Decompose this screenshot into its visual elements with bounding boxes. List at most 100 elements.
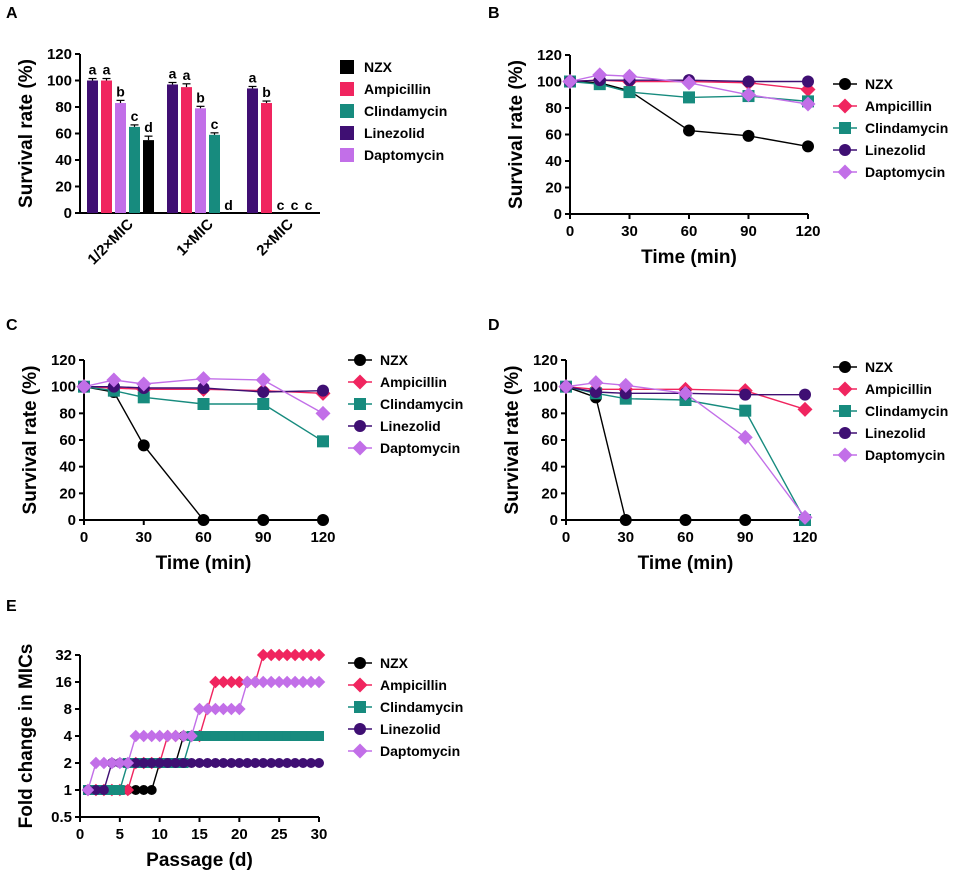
legend-marker: [839, 405, 851, 417]
x-tick-label: 60: [195, 529, 212, 546]
data-point: Daptomycin 20: 8: [233, 702, 246, 716]
data-point: Linezolid 19: 2: [226, 758, 237, 768]
data-point: Daptomycin 21: 16: [241, 675, 254, 689]
x-tick-label: 20: [231, 826, 248, 843]
data-point: Linezolid 29: 2: [306, 758, 317, 768]
legend-marker: [837, 98, 853, 114]
panel-label: C: [6, 317, 18, 334]
bar-clindamycin-1-mic: c: [209, 116, 220, 213]
bar: [261, 103, 272, 213]
data-point: Linezolid 90: 94: [739, 388, 752, 401]
x-tick-label: 15: [191, 826, 208, 843]
significance-letter: c: [291, 197, 299, 213]
significance-letter: c: [277, 197, 285, 213]
data-point: Daptomycin 4: 2: [105, 756, 119, 770]
y-tick-label: 100: [51, 379, 76, 396]
legend-label: NZX: [865, 76, 894, 92]
data-point: Daptomycin 2: 2: [89, 756, 103, 770]
legend-entry-ampicillin: Ampicillin: [833, 381, 932, 397]
data-point: Daptomycin 0: 100: [562, 74, 578, 89]
data-point: Linezolid 8: 2: [138, 758, 149, 768]
data-point: Clindamycin 5: 1: [114, 785, 125, 795]
data-point: Clindamycin 90: 82: [739, 404, 752, 417]
data-point: Linezolid 18: 2: [218, 758, 229, 768]
data-point: Daptomycin 14: 4: [185, 729, 198, 743]
data-point: Linezolid 28: 2: [298, 758, 309, 768]
data-point: Daptomycin 90: 90: [741, 87, 756, 103]
significance-letter: a: [89, 62, 97, 78]
data-point: Linezolid 20: 2: [234, 758, 245, 768]
data-point: Ampicillin 26: 32: [280, 648, 294, 662]
data-point: Linezolid 24: 2: [266, 758, 277, 768]
bar-daptomycin-1-2-mic: b: [115, 83, 126, 213]
data-point: NZX 9: 1: [146, 785, 157, 795]
significance-letter: a: [103, 62, 111, 78]
data-point: Ampicillin 24: 32: [264, 648, 278, 662]
legend-entry-linezolid: Linezolid: [340, 125, 425, 141]
data-point: Linezolid 30: 95: [619, 387, 632, 400]
legend-label: Daptomycin: [364, 147, 444, 163]
bar-ampicillin-1-mic: a: [181, 67, 192, 213]
legend-marker: [837, 447, 853, 463]
legend-label: Daptomycin: [380, 440, 460, 456]
y-tick-label: 20: [545, 180, 562, 197]
y-tick-label: 16: [55, 674, 72, 691]
y-tick-label: 120: [533, 352, 558, 369]
y-tick-label: 40: [541, 459, 558, 476]
data-point: Linezolid 30: 2: [314, 758, 324, 768]
series-line: [565, 385, 806, 521]
data-point: Daptomycin 10: 4: [153, 729, 166, 743]
data-point: Daptomycin 24: 16: [264, 675, 278, 689]
legend-entry-ampicillin: Ampicillin: [348, 677, 447, 693]
y-tick-label: 80: [545, 100, 562, 117]
significance-letter: a: [169, 65, 177, 81]
legend-label: NZX: [364, 59, 393, 75]
y-tick-label: 20: [541, 485, 558, 502]
legend-entry-nzx: NZX: [833, 359, 894, 375]
x-axis-title: Passage (d): [146, 850, 253, 871]
data-point: Daptomycin 30: 101: [618, 377, 634, 393]
legend-entry-linezolid: Linezolid: [348, 418, 441, 434]
series-line: [87, 654, 319, 791]
data-point: Daptomycin 90: 62: [737, 429, 753, 445]
data-point: Clindamycin 27: 4: [290, 731, 301, 741]
legend-marker: [354, 354, 366, 366]
legend-label: Ampicillin: [865, 381, 932, 397]
legend-swatch: [340, 148, 354, 162]
legend-entry-clindamycin: Clindamycin: [348, 396, 463, 412]
data-point: NZX 60: 63: [683, 124, 695, 137]
legend-entry-linezolid: Linezolid: [833, 425, 926, 441]
data-point: Linezolid 3: 1: [98, 785, 109, 795]
data-point: Clindamycin 28: 4: [298, 731, 309, 741]
data-point: Clindamycin 4: 1: [106, 785, 117, 795]
data-point: NZX 90: 0: [257, 514, 270, 526]
data-point: Linezolid 17: 2: [210, 758, 221, 768]
data-point: Daptomycin 8: 4: [137, 729, 150, 743]
data-point: Daptomycin 60: 106: [196, 371, 211, 387]
legend-label: Linezolid: [380, 721, 441, 737]
legend-label: Linezolid: [380, 418, 441, 434]
bar-daptomycin-1-mic: b: [195, 89, 206, 213]
data-point: Daptomycin 15: 8: [193, 702, 206, 716]
data-point: Ampicillin 17: 16: [209, 675, 222, 689]
y-tick-label: 8: [64, 701, 72, 718]
data-point: Clindamycin 90: 87: [257, 398, 270, 410]
data-point: Clindamycin 30: 4: [314, 731, 324, 741]
data-point: Ampicillin 18: 16: [217, 675, 230, 689]
data-point: Clindamycin 60: 87: [197, 398, 210, 410]
data-point: Daptomycin 29: 16: [304, 675, 318, 689]
series-line: [569, 80, 809, 148]
legend-entry-linezolid: Linezolid: [833, 142, 926, 158]
x-tick-label: 60: [681, 223, 698, 240]
data-point: Clindamycin 120: 59: [317, 435, 329, 448]
data-point: Clindamycin 18: 4: [218, 731, 229, 741]
legend-label: NZX: [380, 352, 409, 368]
panel-label: D: [488, 317, 500, 334]
data-point: Linezolid 10: 2: [154, 758, 165, 768]
data-point: Daptomycin 0: 100: [76, 379, 92, 395]
significance-letter: d: [224, 197, 233, 213]
y-tick-label: 0: [68, 512, 76, 529]
data-point: Ampicillin 30: 32: [312, 648, 326, 662]
